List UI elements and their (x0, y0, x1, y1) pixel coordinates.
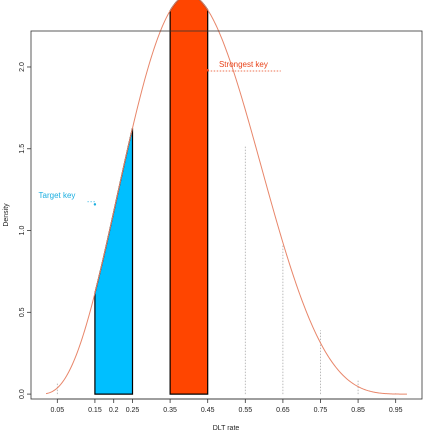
y-tick-label: 0.0 (19, 389, 26, 399)
shaded-regions (94, 0, 209, 395)
x-tick-label: 0.15 (88, 407, 102, 414)
plot-frame (30, 30, 423, 400)
annotation-strongest-label: Strongest key (219, 60, 268, 69)
x-tick-label: 0.75 (314, 407, 328, 414)
shaded-region-target (94, 127, 134, 395)
y-tick-label: 0.5 (19, 307, 26, 317)
x-axis-label: DLT rate (213, 425, 240, 432)
x-tick-label: 0.2 (109, 407, 119, 414)
x-tick-label: 0.05 (51, 407, 65, 414)
annotations: Strongest key Target key (39, 60, 281, 206)
y-tick-label: 1.0 (19, 226, 26, 236)
annotation-target-label: Target key (39, 191, 76, 200)
y-tick-label: 1.5 (19, 144, 26, 154)
x-tick-label: 0.55 (238, 407, 252, 414)
x-tick-label: 0.25 (126, 407, 140, 414)
x-tick-label: 0.65 (276, 407, 290, 414)
y-tick-label: 2.0 (19, 62, 26, 72)
y-axis: 0.0 0.5 1.0 1.5 2.0 (19, 62, 31, 399)
x-axis: 0.05 0.15 0.2 0.25 0.35 0.45 0.55 0.65 0.75 0.85 0… (51, 398, 403, 414)
shaded-region-strongest (169, 0, 209, 395)
x-tick-label: 0.35 (163, 407, 177, 414)
x-tick-label: 0.85 (351, 407, 365, 414)
annotation-target-point (93, 203, 97, 206)
x-tick-label: 0.45 (201, 407, 215, 414)
density-curve (45, 0, 407, 395)
y-axis-label: Density (3, 203, 10, 227)
x-tick-label: 0.95 (389, 407, 403, 414)
annotation-strongest-point (206, 69, 209, 72)
